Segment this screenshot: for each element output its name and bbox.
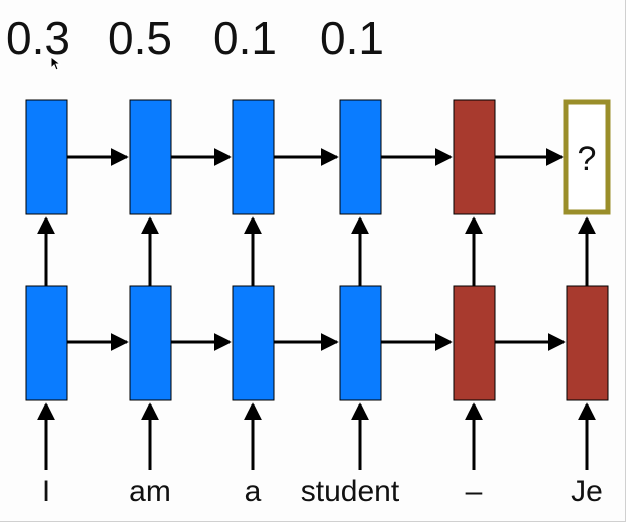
encoder-bottom-cell-4: [339, 285, 382, 401]
input-word-3: a: [244, 475, 262, 508]
encoder-top-cell-1: [25, 99, 68, 215]
encoder-bottom-cell-1: [25, 285, 68, 401]
decoder-bottom-cell-1: [453, 285, 496, 401]
input-word-4: student: [300, 475, 400, 508]
mouse-pointer-icon: [50, 56, 62, 71]
encoder-top-cell-4: [339, 99, 382, 215]
encoder-top-cell-2: [129, 99, 172, 215]
top-layer-cells: [25, 99, 496, 215]
attention-weight-2: 0.5: [108, 12, 172, 64]
attention-weight-3: 0.1: [213, 12, 277, 64]
unknown-output-label: ?: [578, 140, 597, 178]
input-word-1: I: [41, 475, 51, 508]
decoder-bottom-cell-2: [566, 285, 609, 401]
attention-weight-4: 0.1: [320, 12, 384, 64]
encoder-top-cell-3: [232, 99, 275, 215]
input-word-2: am: [129, 475, 171, 508]
unknown-output-cell: [563, 99, 611, 215]
bottom-layer-cells: [25, 285, 609, 401]
layer-arrows: [37, 216, 596, 286]
input-word-6: Je: [571, 475, 603, 508]
encoder-bottom-cell-2: [129, 285, 172, 401]
decoder-top-cell-1: [453, 99, 496, 215]
input-arrows: [37, 402, 596, 470]
input-word-5: –: [465, 475, 483, 508]
attention-weight-1: 0.3: [6, 12, 70, 64]
encoder-bottom-cell-3: [232, 285, 275, 401]
